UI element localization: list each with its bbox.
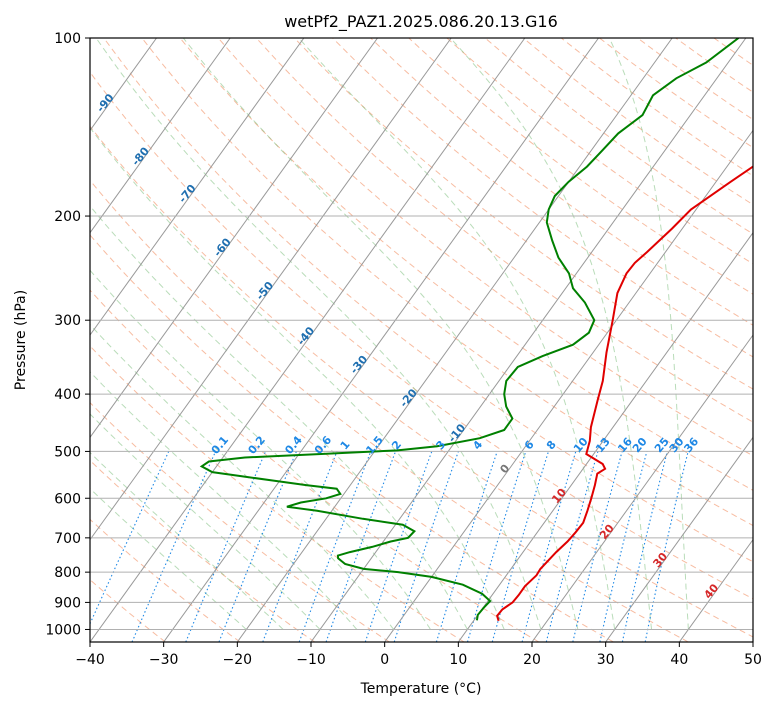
- moist-adiabat-line: [95, 38, 542, 630]
- mixing-ratio-line: [325, 451, 397, 642]
- isotherm-line: [90, 38, 526, 642]
- dry-adiabat-line: [90, 289, 540, 642]
- isotherm-line: [605, 436, 753, 642]
- dry-adiabat-line: [332, 38, 753, 358]
- y-axis-label: Pressure (hPa): [13, 290, 29, 390]
- x-tick-label: −10: [296, 652, 326, 668]
- y-tick-label: 600: [54, 491, 81, 507]
- y-tick-label: 700: [54, 531, 81, 547]
- mixing-ratio-line: [435, 451, 498, 642]
- dry-adiabat-line: [90, 125, 753, 638]
- moist-adiabat-line: [450, 38, 652, 630]
- x-tick-label: 20: [523, 652, 541, 668]
- y-tick-label: 800: [54, 565, 81, 581]
- y-tick-label: 100: [54, 31, 81, 47]
- isotherm-line: [90, 38, 305, 336]
- dry-adiabat-line: [90, 401, 390, 642]
- y-tick-label: 500: [54, 444, 81, 460]
- y-tick-label: 200: [54, 209, 81, 225]
- moist-adiabat-line: [90, 126, 505, 630]
- isotherm-line: [531, 334, 753, 642]
- isotherm-line: [90, 38, 378, 439]
- plot-frame: [89, 37, 754, 643]
- dewpoint-profile-line: [199, 38, 740, 621]
- isotherm-line: [236, 38, 673, 642]
- mixing-ratio-line: [185, 451, 267, 642]
- y-tick-label: 300: [54, 313, 81, 329]
- y-tick-label: 1000: [45, 622, 81, 638]
- x-tick-label: −30: [149, 652, 179, 668]
- x-axis-label: Temperature (°C): [360, 681, 482, 697]
- temperature-profile-line: [495, 165, 753, 622]
- mixing-ratio-line: [218, 451, 297, 642]
- moist-adiabat-line: [608, 38, 689, 630]
- dry-adiabat-line: [90, 71, 753, 600]
- mixing-ratio-line: [298, 451, 372, 642]
- moist-adiabat-line: [90, 487, 247, 630]
- dry-adiabat-line: [90, 459, 315, 642]
- dry-adiabat-line: [90, 179, 689, 642]
- y-tick-label: 900: [54, 595, 81, 611]
- x-tick-label: 30: [597, 652, 615, 668]
- x-tick-label: 50: [744, 652, 762, 668]
- moist-adiabat-line: [90, 371, 358, 630]
- chart-title: wetPf2_PAZ1.2025.086.20.13.G16: [284, 12, 558, 32]
- dry-adiabat-line: [179, 38, 753, 491]
- moist-adiabat-line: [182, 38, 579, 630]
- dry-adiabat-line: [141, 38, 753, 527]
- mixing-ratio-line: [572, 451, 623, 642]
- mixing-ratio-line: [599, 451, 648, 642]
- mixing-ratio-line: [466, 451, 527, 642]
- isotherm-line: [457, 231, 753, 642]
- moist-adiabat-line: [90, 269, 431, 630]
- isotherm-line: [310, 38, 747, 642]
- mixing-ratio-line: [545, 451, 599, 642]
- mixing-ratio-line: [364, 451, 433, 642]
- dry-adiabat-line: [103, 38, 753, 563]
- moist-adiabat-line: [298, 38, 616, 630]
- y-tick-label: 400: [54, 387, 81, 403]
- isotherm-line: [163, 38, 599, 642]
- dry-adiabat-line: [370, 38, 753, 326]
- moist-adiabat-line: [90, 451, 284, 630]
- dry-adiabat-line: [294, 38, 753, 390]
- x-tick-label: 0: [380, 652, 389, 668]
- x-tick-label: −20: [223, 652, 253, 668]
- x-tick-label: −40: [75, 652, 105, 668]
- dry-adiabat-line: [90, 234, 614, 642]
- isotherm-line: [90, 38, 231, 234]
- x-tick-label: 10: [449, 652, 467, 668]
- mixing-ratio-line: [262, 451, 338, 642]
- x-tick-label: 40: [670, 652, 688, 668]
- isotherm-line: [384, 129, 753, 642]
- isotherm-line: [678, 538, 753, 642]
- isotherm-line: [90, 38, 452, 541]
- mixing-ratio-line: [521, 451, 577, 642]
